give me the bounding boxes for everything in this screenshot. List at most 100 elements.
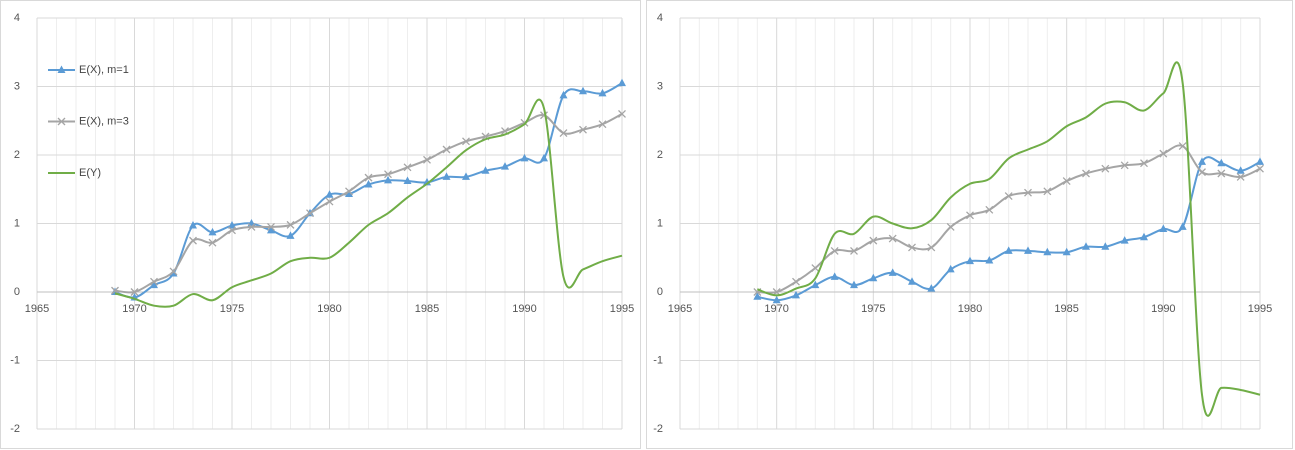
marker	[1120, 236, 1129, 244]
marker-stroke	[364, 173, 373, 182]
marker	[286, 220, 295, 229]
marker	[908, 277, 916, 285]
marker-stroke	[1024, 188, 1032, 197]
x-tick-label: 1980	[958, 303, 982, 315]
marker	[1043, 187, 1052, 196]
marker-stroke	[540, 111, 548, 120]
marker	[753, 292, 762, 300]
y-tick-label: -1	[653, 354, 663, 366]
marker	[1043, 247, 1052, 256]
marker-stroke	[850, 246, 858, 255]
marker-stroke	[169, 267, 178, 276]
marker	[811, 264, 820, 272]
marker-stroke	[1082, 169, 1090, 178]
marker	[792, 277, 800, 286]
marker	[345, 187, 353, 196]
marker	[150, 277, 158, 286]
marker-stroke	[1198, 168, 1206, 177]
marker-stroke	[1101, 164, 1110, 173]
marker	[189, 236, 197, 245]
x-tick-label: 1965	[668, 303, 692, 315]
marker	[850, 246, 858, 255]
marker	[462, 137, 470, 146]
marker	[869, 273, 878, 282]
y-tick-label: -1	[10, 354, 20, 366]
marker	[927, 243, 936, 252]
legend: E(X), m=1 E(X), m=3 E(Y)	[48, 64, 129, 179]
marker	[1159, 149, 1168, 158]
marker-stroke	[869, 236, 878, 245]
marker	[830, 272, 839, 280]
marker	[985, 205, 994, 214]
marker-stroke	[57, 117, 66, 126]
marker	[1024, 246, 1032, 254]
marker	[247, 222, 256, 231]
marker	[325, 190, 334, 198]
marker	[579, 125, 587, 134]
x-tick-label: 1995	[1248, 303, 1272, 315]
x-tick-label: 1980	[317, 303, 341, 315]
marker	[57, 117, 66, 126]
marker-stroke	[1178, 142, 1187, 151]
marker	[481, 166, 490, 174]
marker	[1236, 166, 1245, 174]
marker	[1198, 168, 1206, 177]
marker	[1159, 224, 1168, 232]
marker	[1140, 232, 1148, 241]
marker-stroke	[927, 243, 936, 252]
marker	[1101, 164, 1110, 173]
marker-stroke	[189, 236, 197, 245]
y-tick-label: -2	[653, 423, 663, 435]
marker-stroke	[1159, 149, 1168, 158]
marker-stroke	[598, 120, 607, 129]
marker	[286, 231, 295, 239]
marker	[966, 256, 974, 265]
marker	[442, 172, 451, 180]
marker	[850, 280, 858, 289]
marker	[618, 109, 626, 118]
marker	[1024, 188, 1032, 197]
chart-panel	[0, 0, 641, 449]
marker-stroke	[1236, 172, 1245, 181]
marker	[985, 255, 994, 264]
marker	[946, 264, 955, 273]
x-tick-label: 1970	[764, 303, 788, 315]
marker-stroke	[501, 127, 509, 135]
marker-stroke	[1120, 161, 1129, 170]
marker	[1178, 222, 1187, 230]
marker-stroke	[908, 243, 916, 252]
marker	[169, 267, 178, 276]
marker	[1178, 142, 1187, 151]
legend-label: E(X), m=3	[79, 115, 129, 127]
marker	[520, 153, 529, 162]
marker	[869, 236, 878, 245]
legend-label: E(X), m=1	[79, 64, 129, 76]
y-tick-label: 3	[657, 80, 663, 92]
marker	[442, 145, 451, 154]
marker	[1217, 158, 1226, 167]
marker	[403, 163, 412, 172]
marker	[150, 280, 158, 289]
marker	[111, 286, 119, 295]
marker	[501, 162, 509, 170]
marker-stroke	[150, 277, 158, 286]
y-tick-label: 0	[14, 286, 20, 298]
marker-stroke	[559, 129, 568, 138]
marker-stroke	[1004, 192, 1013, 201]
marker	[1004, 246, 1013, 254]
marker	[598, 120, 607, 129]
marker	[189, 221, 197, 229]
y-tick-label: 0	[657, 286, 663, 298]
marker-stroke	[966, 211, 974, 220]
marker	[1217, 169, 1226, 178]
marker-stroke	[888, 234, 897, 243]
y-tick-label: 2	[657, 149, 663, 161]
marker	[1198, 157, 1206, 165]
marker	[228, 226, 236, 235]
marker	[908, 243, 916, 252]
marker	[540, 153, 548, 162]
marker-stroke	[384, 170, 392, 179]
marker	[1256, 157, 1264, 165]
marker-stroke	[442, 145, 451, 154]
marker	[830, 246, 839, 255]
